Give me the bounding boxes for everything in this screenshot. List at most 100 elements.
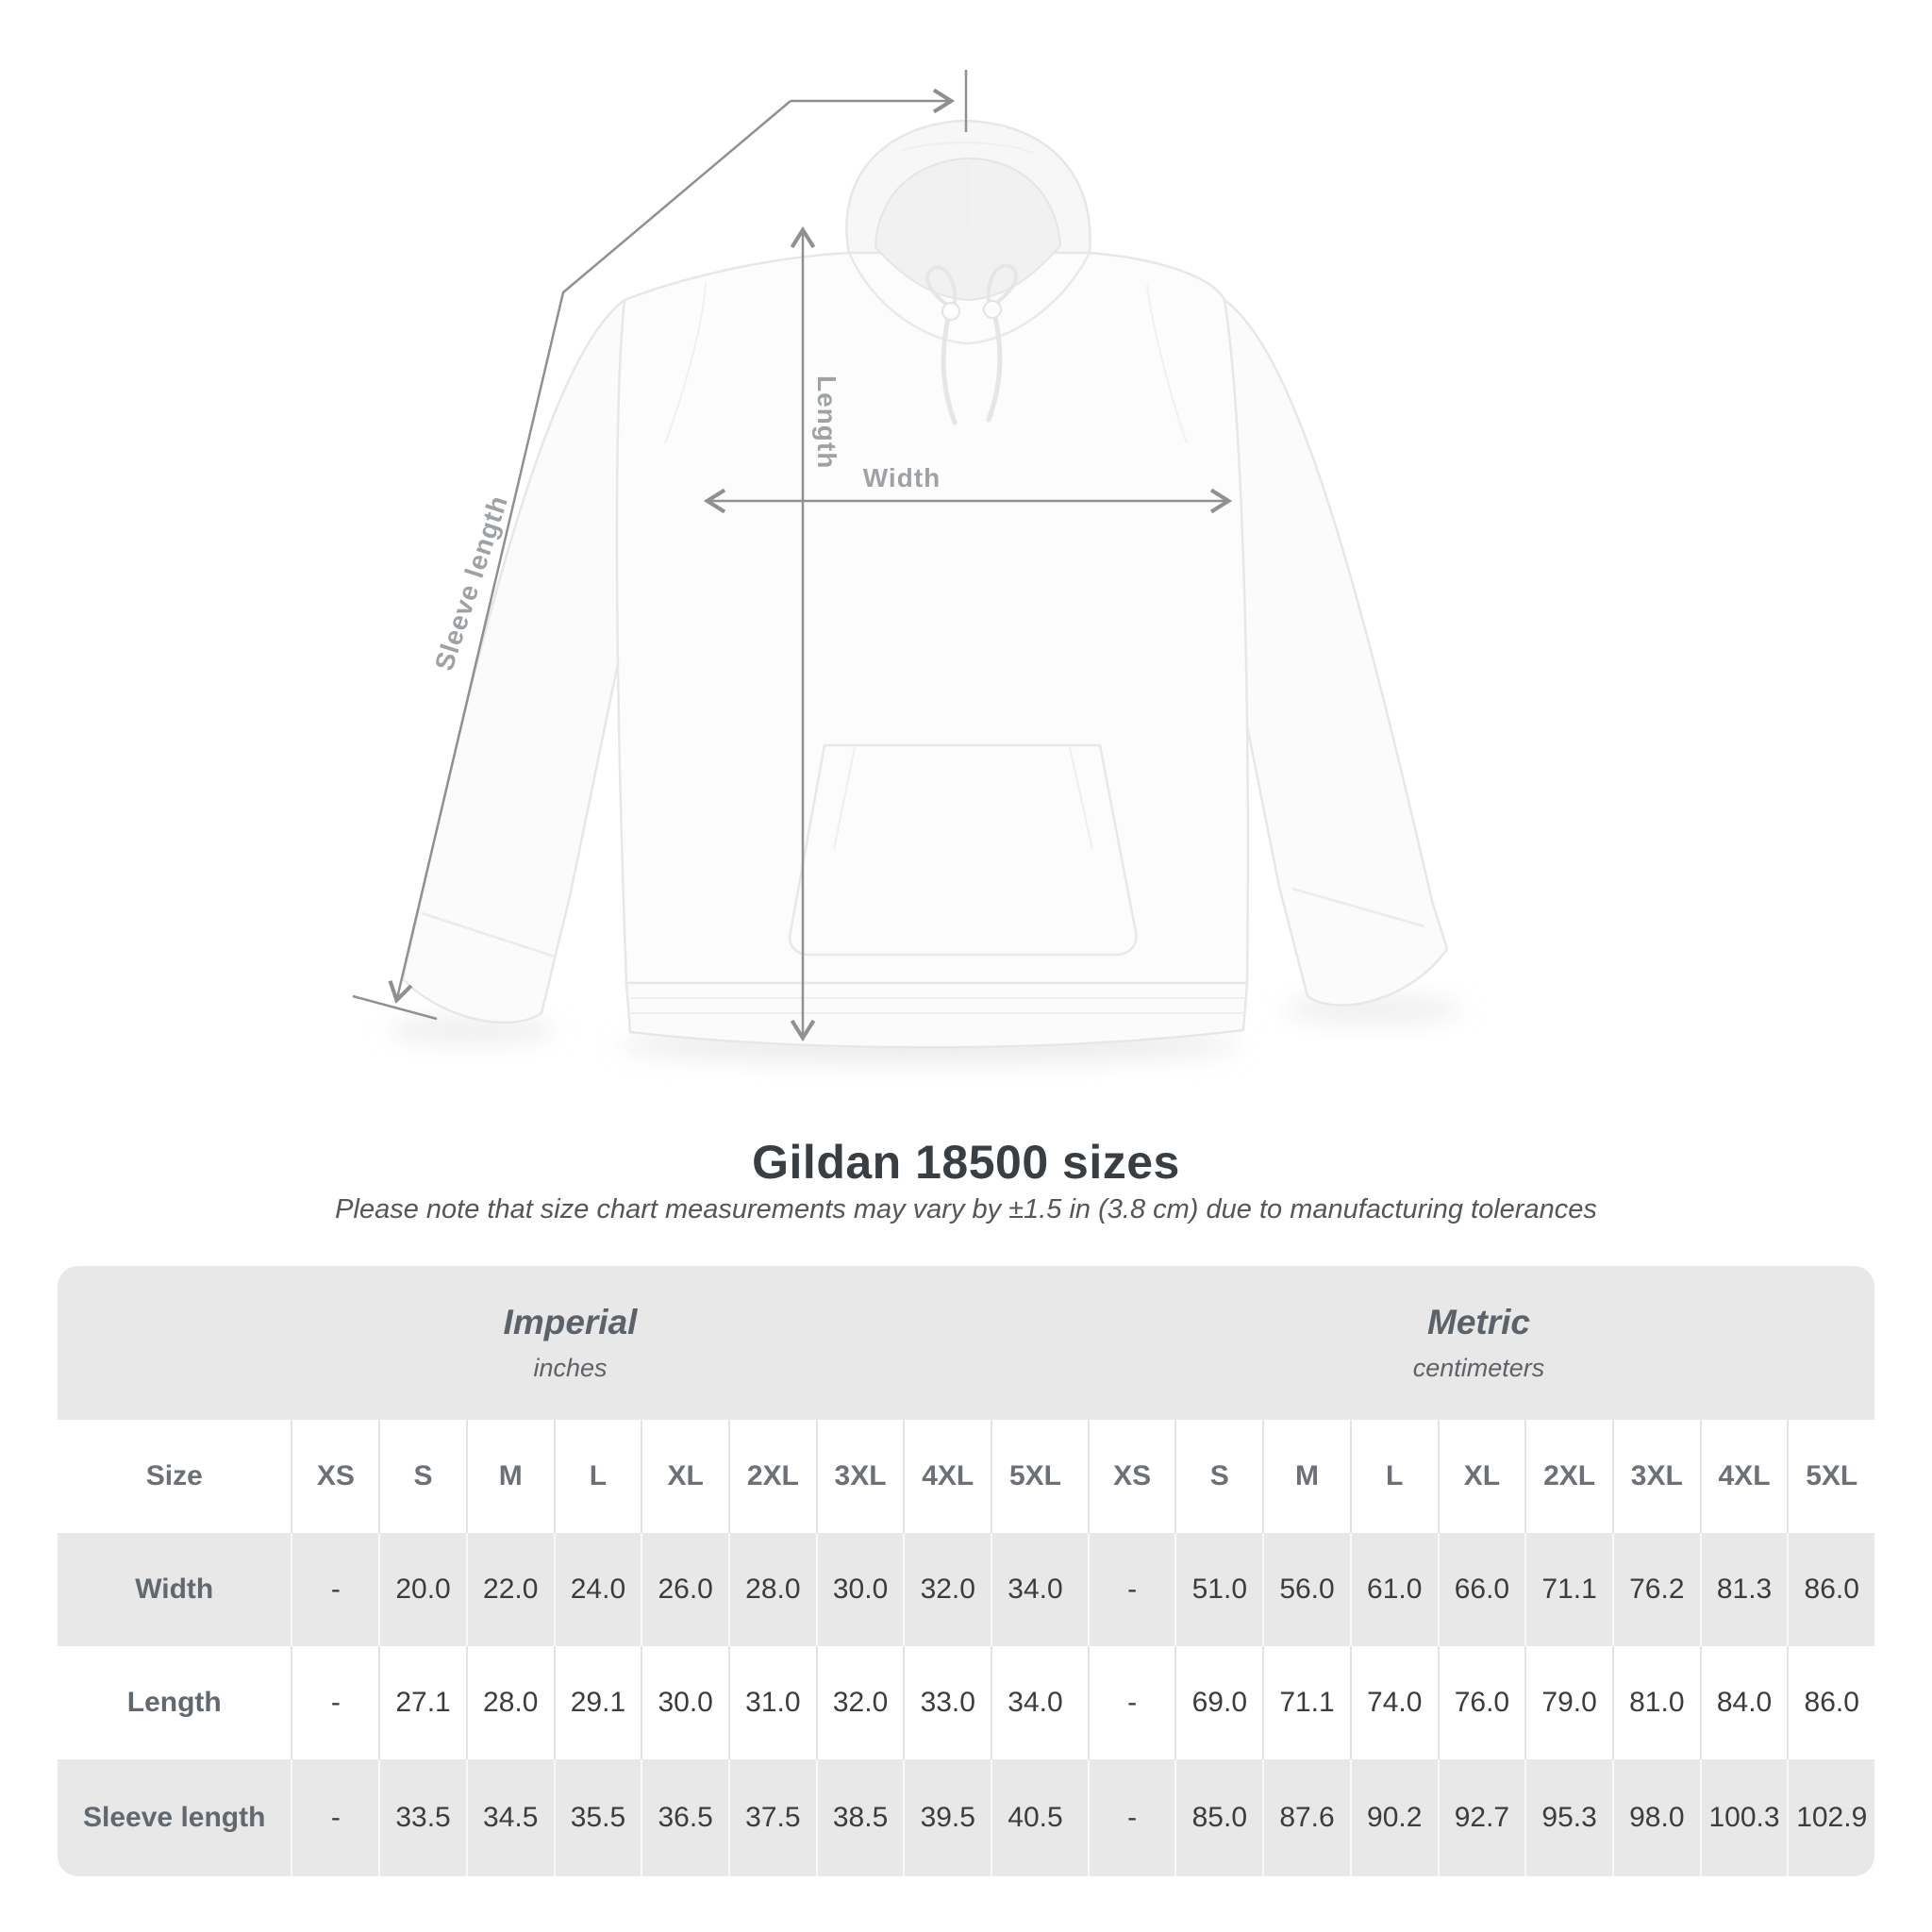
value-cell: 40.5 <box>991 1759 1078 1876</box>
value-cell: - <box>330 1802 341 1833</box>
value-cell: 71.1 <box>1524 1533 1612 1646</box>
size-header-cell: XS <box>1113 1460 1152 1491</box>
width-dimension-label: Width <box>862 463 941 492</box>
value-cell: 95.3 <box>1524 1759 1612 1876</box>
table-row-width: Width -20.0 22.0 24.0 26.0 28.0 30.0 32.0 34.0 … <box>58 1533 1874 1646</box>
value-cell: - <box>1127 1574 1138 1605</box>
value-cell: 30.0 <box>641 1646 728 1759</box>
value-cell: 29.1 <box>553 1646 641 1759</box>
hoodie-drawstrings <box>924 263 1019 425</box>
imperial-group-unit: inches <box>533 1354 608 1382</box>
value-cell: 39.5 <box>903 1759 991 1876</box>
hoodie-pocket <box>788 743 1138 957</box>
size-header-cell: 4XL <box>903 1420 991 1533</box>
length-metric-values: - 69.0 71.1 74.0 76.0 79.0 81.0 84.0 86.0 <box>1087 1646 1874 1759</box>
size-header-cell: 2XL <box>728 1420 816 1533</box>
table-row-sleeve-length: Sleeve length - 33.5 34.5 35.5 36.5 37.5 38.5 3… <box>58 1759 1874 1876</box>
value-cell: 28.0 <box>728 1533 816 1646</box>
value-cell: - <box>330 1687 341 1718</box>
length-row-label: Length <box>126 1687 222 1718</box>
value-cell: 34.0 <box>991 1646 1078 1759</box>
size-header-cell: L <box>553 1420 641 1533</box>
metric-group-name: Metric <box>1427 1303 1530 1341</box>
size-header-cell: M <box>1262 1420 1350 1533</box>
width-imperial-values: - 20.0 22.0 24.0 26.0 28.0 30.0 32.0 34.0 <box>291 1533 1077 1646</box>
value-cell: 24.0 <box>553 1533 641 1646</box>
size-header-cell: 3XL <box>1611 1420 1700 1533</box>
sleeve-row-label: Sleeve length <box>83 1802 266 1833</box>
size-header-cell: XL <box>1437 1420 1525 1533</box>
value-cell: 22.0 <box>465 1533 554 1646</box>
value-cell: 74.0 <box>1349 1646 1438 1759</box>
value-cell: 81.3 <box>1699 1533 1788 1646</box>
size-header-cell: 3XL <box>815 1420 904 1533</box>
size-header-cell: L <box>1349 1420 1438 1533</box>
value-cell: 69.0 <box>1174 1646 1262 1759</box>
value-cell: 32.0 <box>815 1646 904 1759</box>
value-cell: 98.0 <box>1611 1759 1700 1876</box>
size-header-cell: S <box>378 1420 466 1533</box>
value-cell: 71.1 <box>1262 1646 1350 1759</box>
metric-size-headers: XS S M L XL 2XL 3XL 4XL 5XL <box>1087 1420 1874 1533</box>
value-cell: 37.5 <box>728 1759 816 1876</box>
length-imperial-values: - 27.1 28.0 29.1 30.0 31.0 32.0 33.0 34.0 <box>291 1646 1077 1759</box>
value-cell: 66.0 <box>1437 1533 1525 1646</box>
size-header-cell: 5XL <box>991 1420 1078 1533</box>
value-cell: 90.2 <box>1349 1759 1438 1876</box>
value-cell: 56.0 <box>1262 1533 1350 1646</box>
size-header-cell: S <box>1174 1420 1262 1533</box>
metric-group-unit: centimeters <box>1412 1354 1545 1382</box>
value-cell: 27.1 <box>378 1646 466 1759</box>
value-cell: 61.0 <box>1349 1533 1438 1646</box>
sleeve-imperial-values: - 33.5 34.5 35.5 36.5 37.5 38.5 39.5 40.5 <box>291 1759 1077 1876</box>
value-cell: 76.2 <box>1611 1533 1700 1646</box>
value-cell: 102.9 <box>1787 1759 1874 1876</box>
value-cell: 81.0 <box>1611 1646 1700 1759</box>
value-cell: 92.7 <box>1437 1759 1525 1876</box>
metric-group-header: Metric centimeters <box>1083 1266 1874 1420</box>
value-cell: - <box>1127 1802 1138 1833</box>
value-cell: 79.0 <box>1524 1646 1612 1759</box>
size-header-cell: M <box>465 1420 554 1533</box>
page-title: Gildan 18500 sizes <box>752 1136 1180 1189</box>
value-cell: 86.0 <box>1787 1646 1874 1759</box>
value-cell: 87.6 <box>1262 1759 1350 1876</box>
value-cell: 20.0 <box>378 1533 466 1646</box>
value-cell: - <box>330 1574 341 1605</box>
width-row-label: Width <box>135 1574 214 1605</box>
hoodie-measurement-diagram: Length Width Sleeve length <box>352 70 1462 1064</box>
value-cell: 33.5 <box>378 1759 466 1876</box>
value-cell: 86.0 <box>1787 1533 1874 1646</box>
unit-group-header-band: Imperial inches Metric centimeters <box>58 1266 1874 1420</box>
value-cell: 51.0 <box>1174 1533 1262 1646</box>
size-row-label: Size <box>145 1460 203 1491</box>
size-header-cell: 4XL <box>1699 1420 1788 1533</box>
imperial-size-headers: XS S M L XL 2XL 3XL 4XL 5XL <box>291 1420 1077 1533</box>
size-header-cell: 5XL <box>1787 1420 1874 1533</box>
value-cell: 32.0 <box>903 1533 991 1646</box>
size-header-cell: 2XL <box>1524 1420 1612 1533</box>
sleeve-metric-values: - 85.0 87.6 90.2 92.7 95.3 98.0 100.3 102.9 <box>1087 1759 1874 1876</box>
page-subtitle: Please note that size chart measurements… <box>335 1194 1597 1224</box>
value-cell: 33.0 <box>903 1646 991 1759</box>
length-dimension-label: Length <box>812 375 841 470</box>
value-cell: 84.0 <box>1699 1646 1788 1759</box>
imperial-group-header: Imperial inches <box>58 1266 1083 1420</box>
width-metric-values: - 51.0 56.0 61.0 66.0 71.1 76.2 81.3 86.0 <box>1087 1533 1874 1646</box>
value-cell: 28.0 <box>465 1646 554 1759</box>
value-cell: 85.0 <box>1174 1759 1262 1876</box>
dimension-lines <box>352 70 1233 1042</box>
value-cell: 38.5 <box>815 1759 904 1876</box>
value-cell: 34.5 <box>465 1759 554 1876</box>
value-cell: 100.3 <box>1699 1759 1788 1876</box>
value-cell: 36.5 <box>641 1759 728 1876</box>
value-cell: 30.0 <box>815 1533 904 1646</box>
hoodie-garment <box>401 119 1449 1049</box>
size-chart-table: Imperial inches Metric centimeters Size … <box>58 1266 1874 1876</box>
value-cell: 34.0 <box>991 1533 1078 1646</box>
value-cell: 35.5 <box>553 1759 641 1876</box>
value-cell: 76.0 <box>1437 1646 1525 1759</box>
value-cell: 31.0 <box>728 1646 816 1759</box>
table-row-length: Length - 27.1 28.0 29.1 30.0 31.0 32.0 33.0 34.0… <box>58 1646 1874 1759</box>
table-row-size-headers: Size XS S M L XL 2XL 3XL 4XL 5XL XS S M L XL 2XL 3XL 4X… <box>58 1420 1874 1533</box>
